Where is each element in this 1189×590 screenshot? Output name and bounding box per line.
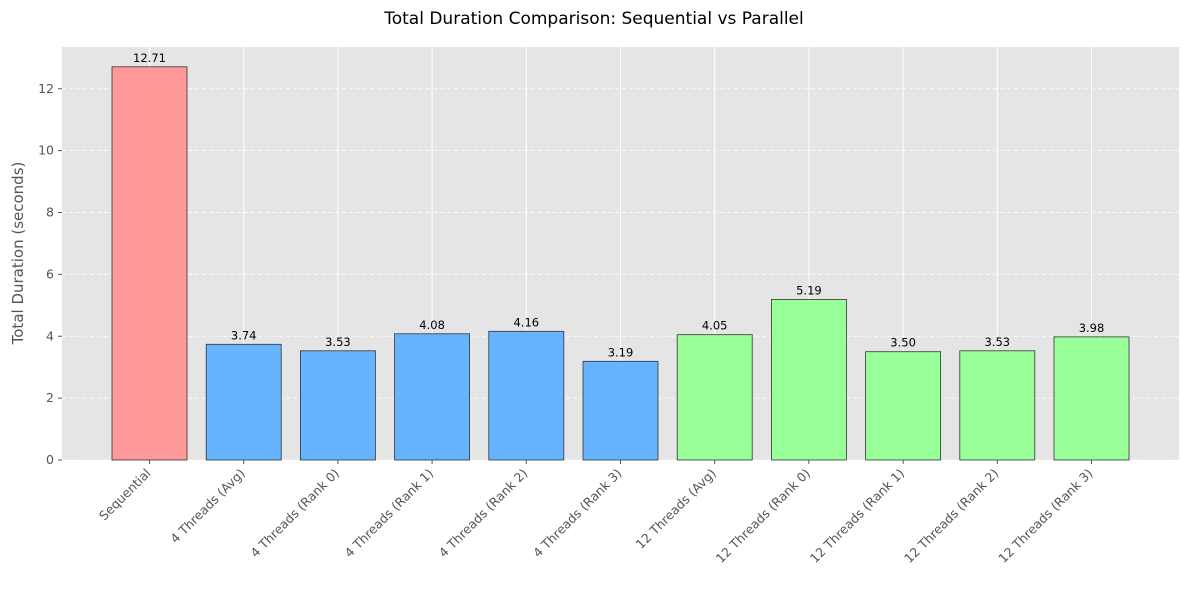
bar — [111, 66, 188, 461]
y-axis-label: Total Duration (seconds) — [9, 162, 27, 346]
bar — [299, 350, 376, 461]
bar — [488, 330, 565, 461]
bar — [865, 351, 941, 461]
y-tick-label: 2 — [46, 390, 54, 405]
bar — [771, 299, 847, 461]
bar-value-label: 3.50 — [890, 336, 916, 350]
bar-value-label: 5.19 — [796, 283, 822, 297]
bar — [582, 360, 659, 461]
y-tick-label: 8 — [46, 205, 54, 220]
bar — [1053, 336, 1130, 461]
bar-value-label: 12.71 — [133, 51, 166, 65]
bar — [676, 334, 753, 461]
bar-value-label: 4.08 — [419, 318, 445, 332]
bar — [959, 350, 1036, 461]
bar-value-label: 4.16 — [513, 315, 539, 329]
bar-value-label: 3.74 — [231, 328, 257, 342]
bar — [394, 333, 471, 461]
y-tick-label: 0 — [46, 452, 54, 467]
y-axis-ticks: 0 2 4 6 8 10 12 — [38, 81, 62, 467]
bar-value-label: 3.98 — [1079, 321, 1105, 335]
y-tick-label: 6 — [46, 266, 54, 281]
y-tick-label: 12 — [38, 81, 54, 96]
bar-value-label: 3.53 — [325, 335, 351, 349]
bar-value-label: 3.19 — [608, 345, 634, 359]
data-labels: 12.71 3.74 3.53 4.08 4.16 3.19 4.05 5.19 3.50 3.5… — [133, 51, 1104, 360]
chart-title: Total Duration Comparison: Sequential vs… — [383, 9, 804, 29]
bars — [111, 66, 1130, 461]
bar-value-label: 3.53 — [984, 335, 1010, 349]
y-tick-label: 10 — [38, 143, 54, 158]
y-tick-label: 4 — [46, 328, 54, 343]
bar — [205, 343, 282, 461]
bar-value-label: 4.05 — [702, 319, 728, 333]
